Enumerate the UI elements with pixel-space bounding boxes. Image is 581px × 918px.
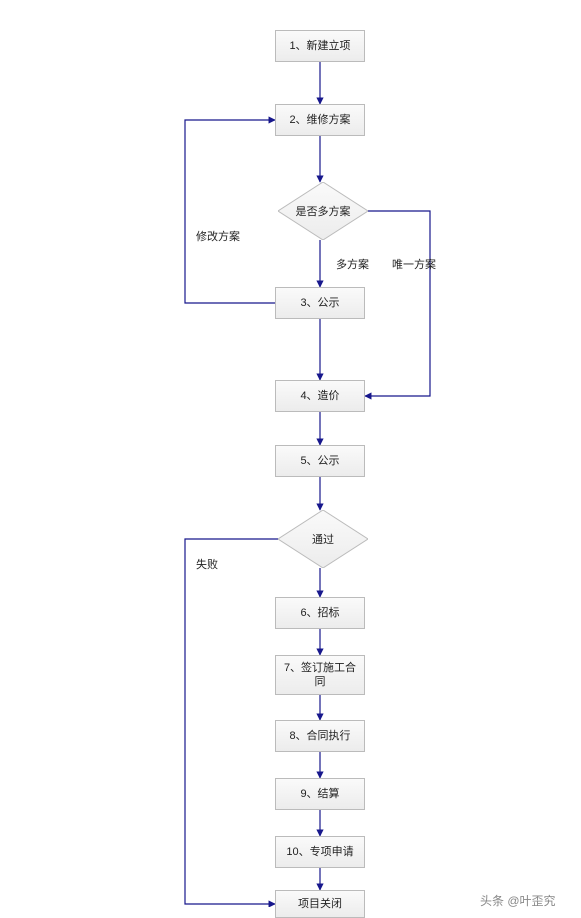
edge-label: 失败 — [196, 556, 218, 572]
decision-d1: 是否多方案 — [278, 182, 368, 240]
node-n10: 10、专项申请 — [275, 836, 365, 868]
node-n1: 1、新建立项 — [275, 30, 365, 62]
node-n9: 9、结算 — [275, 778, 365, 810]
node-n4: 4、造价 — [275, 380, 365, 412]
edge-label: 唯一方案 — [392, 256, 436, 272]
node-n8: 8、合同执行 — [275, 720, 365, 752]
decision-label: 是否多方案 — [278, 182, 368, 240]
node-n2: 2、维修方案 — [275, 104, 365, 136]
edge-d2-n11 — [185, 539, 278, 904]
edge-label: 多方案 — [336, 256, 369, 272]
node-n5: 5、公示 — [275, 445, 365, 477]
edge-d1-n4 — [365, 211, 430, 396]
decision-label: 通过 — [278, 510, 368, 568]
decision-d2: 通过 — [278, 510, 368, 568]
node-n11: 项目关闭 — [275, 890, 365, 918]
node-n7: 7、签订施工合同 — [275, 655, 365, 695]
node-n6: 6、招标 — [275, 597, 365, 629]
node-n3: 3、公示 — [275, 287, 365, 319]
watermark-text: 头条 @叶歪究 — [480, 892, 556, 909]
edge-label: 修改方案 — [196, 228, 240, 244]
edge-n3-n2 — [185, 120, 275, 303]
